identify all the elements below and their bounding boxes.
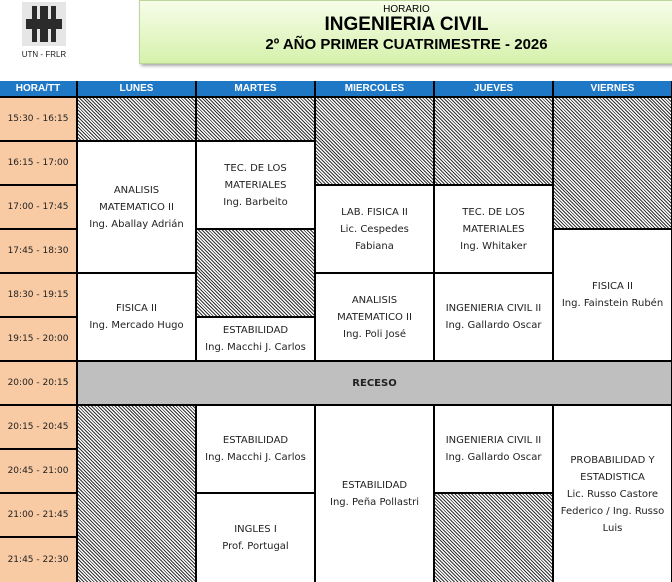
time-slot: 17:00 - 17:45	[0, 186, 76, 228]
logo-caption: UTN - FRLR	[21, 50, 67, 59]
class-line: PROBABILIDAD Y	[570, 454, 655, 466]
title-label: HORARIO	[383, 4, 430, 15]
time-slot: 20:00 - 20:15	[0, 362, 76, 404]
free-slot-hatched	[316, 98, 433, 184]
header-day-lunes: LUNES	[78, 81, 195, 96]
class-block: ESTABILIDAD Ing. Macchi J. Carlos	[197, 318, 314, 360]
free-slot-hatched	[197, 98, 314, 140]
time-slot: 17:45 - 18:30	[0, 230, 76, 272]
class-line: LAB. FISICA II	[341, 206, 408, 218]
class-line: Ing. Mercado Hugo	[89, 320, 184, 331]
class-line: Lic. Russo Castore	[566, 488, 659, 500]
class-line: Ing. Macchi J. Carlos	[205, 342, 306, 353]
class-line: Ing. Gallardo Oscar	[445, 320, 542, 331]
class-line: ANALISIS	[351, 294, 398, 306]
free-slot-hatched	[554, 98, 671, 228]
header-day-miercoles: MIERCOLES	[316, 81, 433, 96]
time-slot: 16:15 - 17:00	[0, 142, 76, 184]
free-slot-hatched	[78, 98, 195, 140]
class-line: Ing. Whitaker	[460, 240, 527, 252]
class-line: MATEMATICO II	[99, 201, 174, 213]
title-banner: HORARIO INGENIERIA CIVIL 2º AÑO PRIMER C…	[139, 0, 672, 64]
class-block: LAB. FISICA II Lic. Cespedes Fabiana	[316, 186, 433, 272]
class-block: FISICA II Ing. Mercado Hugo	[78, 274, 195, 360]
class-line: Prof. Portugal	[222, 541, 289, 552]
class-line: TEC. DE LOS	[224, 162, 287, 174]
class-line: FISICA II	[592, 281, 633, 292]
class-block: ESTABILIDAD Ing. Peña Pollastri	[316, 406, 433, 582]
recess-row: RECESO	[78, 362, 671, 404]
class-line: Federico / Ing. Russo	[560, 505, 665, 517]
free-slot-hatched	[435, 98, 552, 184]
class-block: FISICA II Ing. Fainstein Rubén	[554, 230, 671, 360]
time-slot: 18:30 - 19:15	[0, 274, 76, 316]
header-day-jueves: JUEVES	[435, 81, 552, 96]
time-slot: 15:30 - 16:15	[0, 98, 76, 140]
class-block: INGLES I Prof. Portugal	[197, 494, 314, 582]
class-line: FISICA II	[116, 303, 157, 314]
free-slot-hatched	[78, 406, 195, 582]
class-line: ANALISIS	[113, 184, 160, 196]
page-subtitle: 2º AÑO PRIMER CUATRIMESTRE - 2026	[265, 36, 548, 53]
class-line: ESTABILIDAD	[222, 325, 289, 336]
header-hora: HORA/TT	[0, 81, 76, 96]
free-slot-hatched	[435, 494, 552, 582]
class-line: ESTABILIDAD	[222, 435, 289, 446]
class-line: INGENIERIA CIVIL II	[445, 435, 542, 446]
time-slot: 21:45 - 22:30	[0, 538, 76, 582]
class-line: Ing. Peña Pollastri	[330, 497, 419, 508]
time-slot: 20:45 - 21:00	[0, 450, 76, 492]
class-line: INGENIERIA CIVIL II	[445, 303, 542, 314]
class-line: Ing. Aballay Adrián	[89, 218, 184, 230]
header-day-martes: MARTES	[197, 81, 314, 96]
page-title: INGENIERIA CIVIL	[324, 14, 489, 35]
class-line: Ing. Barbeito	[223, 196, 288, 208]
class-line: MATERIALES	[224, 179, 287, 191]
class-block: TEC. DE LOS MATERIALES Ing. Barbeito	[197, 142, 314, 228]
class-block: INGENIERIA CIVIL II Ing. Gallardo Oscar	[435, 274, 552, 360]
time-slot: 20:15 - 20:45	[0, 406, 76, 448]
class-block: ANALISIS MATEMATICO II Ing. Aballay Adrián	[78, 142, 195, 272]
class-line: ESTABILIDAD	[341, 480, 408, 491]
class-line: TEC. DE LOS	[462, 206, 525, 218]
time-slot: 19:15 - 20:00	[0, 318, 76, 360]
class-line: MATEMATICO II	[337, 311, 412, 323]
class-line: Luis	[602, 522, 623, 534]
class-line: MATERIALES	[462, 223, 525, 235]
header-day-viernes: VIERNES	[554, 81, 671, 96]
class-line: INGLES I	[234, 524, 277, 535]
class-line: Ing. Poli José	[343, 328, 406, 340]
class-line: Ing. Gallardo Oscar	[445, 452, 542, 463]
free-slot-hatched	[197, 230, 314, 316]
schedule-table: HORA/TT LUNES MARTES MIERCOLES JUEVES VIERNES…	[0, 81, 672, 582]
time-slot: 21:00 - 21:45	[0, 494, 76, 536]
class-line: Lic. Cespedes	[340, 223, 409, 235]
class-block: PROBABILIDAD Y ESTADISTICA Lic. Russo Cast…	[554, 406, 671, 582]
class-line: Fabiana	[355, 240, 394, 252]
class-block: INGENIERIA CIVIL II Ing. Gallardo Oscar	[435, 406, 552, 492]
class-line: Ing. Fainstein Rubén	[561, 298, 664, 309]
class-line: ESTADISTICA	[580, 471, 645, 483]
class-block: ESTABILIDAD Ing. Macchi J. Carlos	[197, 406, 314, 492]
class-line: Ing. Macchi J. Carlos	[205, 452, 306, 463]
class-block: ANALISIS MATEMATICO II Ing. Poli José	[316, 274, 433, 360]
class-block: TEC. DE LOS MATERIALES Ing. Whitaker	[435, 186, 552, 272]
utn-logo	[22, 2, 66, 46]
